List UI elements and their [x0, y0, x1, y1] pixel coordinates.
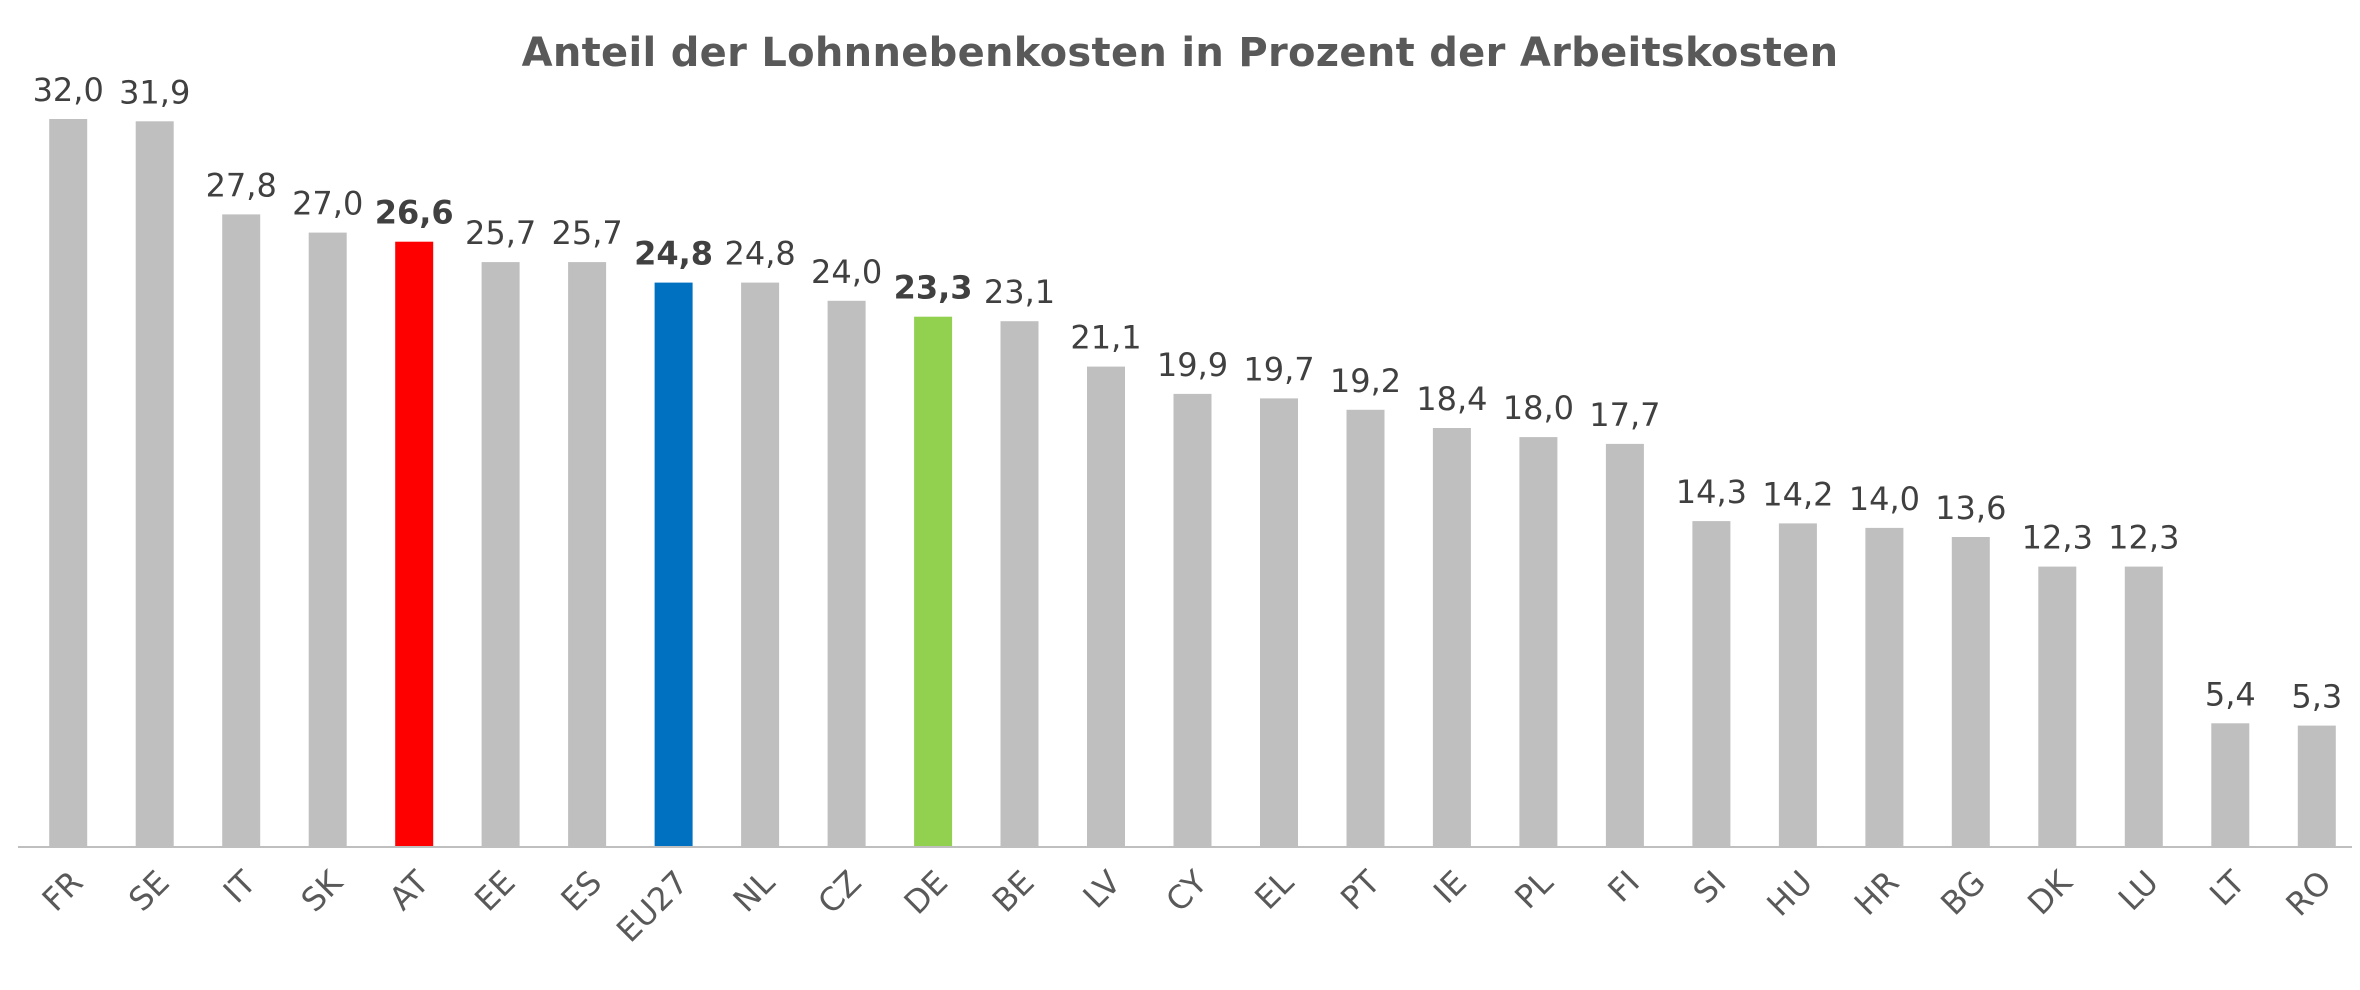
bar-hr — [1865, 527, 1904, 846]
value-label-ee: 25,7 — [465, 214, 536, 252]
value-label-dk: 12,3 — [2022, 519, 2093, 557]
bar-fr — [49, 119, 88, 846]
bar-lu — [2124, 566, 2163, 846]
category-label-sk: SK — [294, 862, 351, 919]
value-label-lv: 21,1 — [1070, 319, 1141, 357]
value-label-fi: 17,7 — [1589, 396, 1660, 434]
bar-ie — [1432, 428, 1471, 846]
bar-at — [395, 241, 434, 846]
bar-ee — [481, 262, 520, 847]
value-label-pl: 18,0 — [1503, 389, 1574, 427]
category-label-cz: CZ — [810, 863, 868, 921]
category-label-bg: BG — [1933, 863, 1993, 923]
bar-cy — [1173, 393, 1212, 846]
category-label-fi: FI — [1600, 863, 1647, 910]
value-label-bg: 13,6 — [1935, 489, 2006, 527]
category-label-at: AT — [382, 863, 437, 918]
category-label-hr: HR — [1847, 863, 1907, 923]
value-label-fr: 32,0 — [33, 71, 104, 109]
value-label-el: 19,7 — [1243, 350, 1314, 388]
category-label-be: BE — [985, 863, 1042, 920]
bar-be — [1000, 321, 1039, 846]
bar-fi — [1605, 443, 1644, 846]
category-label-hu: HU — [1759, 863, 1819, 923]
bar-pt — [1346, 409, 1385, 846]
value-label-at: 26,6 — [375, 194, 454, 232]
category-label-lu: LU — [2111, 863, 2166, 918]
bar-cz — [827, 300, 866, 847]
value-label-de: 23,3 — [894, 269, 973, 307]
category-label-dk: DK — [2020, 862, 2080, 922]
category-label-eu27: EU27 — [609, 863, 696, 950]
category-label-it: IT — [216, 863, 264, 911]
category-label-lv: LV — [1076, 863, 1129, 916]
value-label-ie: 18,4 — [1416, 380, 1487, 418]
category-label-es: ES — [554, 863, 610, 919]
bar-se — [135, 121, 174, 847]
value-label-lu: 12,3 — [2108, 519, 2179, 557]
value-label-es: 25,7 — [551, 214, 622, 252]
bar-it — [222, 214, 261, 846]
category-label-pl: PL — [1507, 863, 1560, 916]
bar-de — [914, 316, 953, 846]
category-label-de: DE — [897, 863, 956, 922]
value-label-hr: 14,0 — [1849, 480, 1920, 518]
value-label-it: 27,8 — [206, 166, 277, 204]
value-label-hu: 14,2 — [1762, 475, 1833, 513]
bar-bg — [1951, 537, 1990, 846]
value-label-cy: 19,9 — [1157, 346, 1228, 384]
category-label-nl: NL — [726, 863, 783, 920]
bar-eu27 — [654, 282, 693, 847]
value-label-eu27: 24,8 — [634, 235, 713, 273]
category-label-pt: PT — [1333, 863, 1388, 918]
bar-dk — [2038, 566, 2077, 846]
category-label-lt: LT — [2202, 863, 2253, 914]
bar-si — [1692, 521, 1731, 846]
bar-es — [568, 262, 607, 847]
category-label-fr: FR — [35, 863, 91, 919]
category-label-si: SI — [1686, 863, 1734, 911]
value-label-si: 14,3 — [1676, 473, 1747, 511]
value-label-sk: 27,0 — [292, 185, 363, 223]
value-label-lt: 5,4 — [2205, 675, 2256, 713]
bar-lv — [1087, 366, 1125, 846]
bar-sk — [308, 232, 347, 847]
chart-title: Anteil der Lohnnebenkosten in Prozent de… — [521, 30, 1839, 76]
category-label-ie: IE — [1426, 863, 1474, 911]
bar-pl — [1519, 437, 1558, 846]
category-label-ee: EE — [467, 863, 522, 918]
bar-hu — [1778, 523, 1817, 846]
value-label-be: 23,1 — [984, 273, 1055, 311]
category-label-ro: RO — [2278, 863, 2338, 923]
bar-lt — [2211, 723, 2250, 846]
value-label-cz: 24,0 — [811, 253, 882, 291]
value-label-nl: 24,8 — [724, 235, 795, 273]
bar-nl — [741, 282, 780, 847]
category-label-se: SE — [121, 863, 177, 919]
bar-el — [1260, 398, 1298, 846]
category-label-cy: CY — [1158, 863, 1214, 919]
bar-ro — [2297, 725, 2336, 846]
value-label-se: 31,9 — [119, 73, 190, 111]
category-label-el: EL — [1247, 863, 1301, 917]
value-label-pt: 19,2 — [1330, 362, 1401, 400]
value-label-ro: 5,3 — [2291, 678, 2342, 716]
